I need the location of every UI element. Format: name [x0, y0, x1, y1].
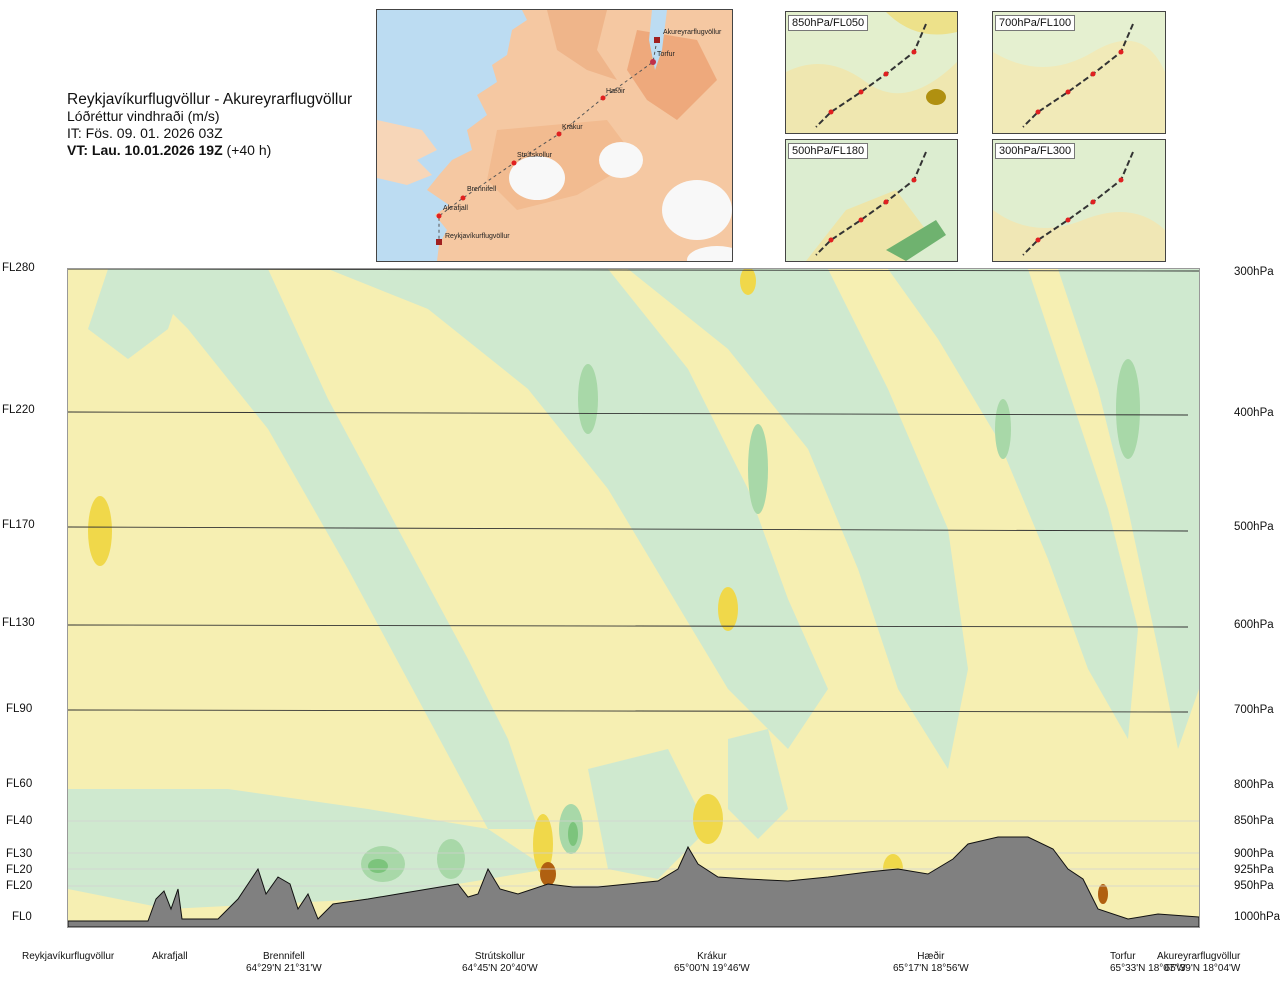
route-map[interactable]: Akureyrarflugvöllur Torfur Hæðir Krákur …: [376, 9, 733, 262]
p-label-400: 400hPa: [1234, 407, 1274, 419]
waypoint-haedir-name: Hæðir: [917, 951, 945, 962]
waypoint-reykjavik: Reykjavíkurflugvöllur: [22, 951, 114, 963]
fl-label-0: FL0: [12, 911, 32, 923]
fl-label-60: FL60: [6, 778, 33, 790]
fl-label-30: FL30: [6, 848, 33, 860]
route-markers: [436, 37, 660, 245]
valid-time: VT: Lau. 10.01.2026 19Z (+40 h): [67, 142, 352, 159]
p-label-800: 800hPa: [1234, 779, 1274, 791]
p-label-300: 300hPa: [1234, 266, 1274, 278]
map-label-akrafjall: Akrafjall: [443, 205, 468, 212]
mini-map-700-label: 700hPa/FL100: [995, 15, 1076, 31]
fl-label-20a: FL20: [6, 864, 33, 876]
map-label-strutskollur: Strútskollur: [517, 152, 553, 159]
issue-time: IT: Fös. 09. 01. 2026 03Z: [67, 125, 223, 141]
wind-barb-rows: [68, 269, 1199, 713]
strongest-updraft-regions: [368, 822, 578, 873]
fl-label-130: FL130: [2, 617, 35, 629]
waypoint-akrafjall-name: Akrafjall: [152, 951, 188, 962]
map-label-reykjavik: Reykjavíkurflugvöllur: [445, 233, 510, 240]
waypoint-strutskollur-name: Strútskollur: [474, 951, 525, 962]
strongest-downdraft-regions: [540, 862, 1108, 904]
valid-time-main: VT: Lau. 10.01.2026 19Z: [67, 142, 223, 158]
mini-map-850-label: 850hPa/FL050: [788, 15, 869, 31]
waypoint-akureyri-name: Akureyrarflugvöllur: [1157, 951, 1241, 962]
mini-map-500-label: 500hPa/FL180: [788, 143, 869, 159]
mini-map-300-drawing: [993, 140, 1165, 261]
mini-map-500-drawing: [786, 140, 957, 261]
mini-map-700[interactable]: 700hPa/FL100: [992, 11, 1166, 134]
valid-time-offset: (+40 h): [226, 142, 272, 158]
p-label-900: 900hPa: [1234, 848, 1274, 860]
route-title: Reykjavíkurflugvöllur - Akureyrarflugvöl…: [67, 91, 353, 108]
map-label-haedir: Hæðir: [606, 88, 626, 95]
waypoint-akureyri: Akureyrarflugvöllur 65°39'N 18°04'W: [1157, 951, 1240, 975]
mini-map-300[interactable]: 300hPa/FL300: [992, 139, 1166, 262]
p-label-500: 500hPa: [1234, 521, 1274, 533]
fl-label-90: FL90: [6, 703, 33, 715]
waypoint-brennifell-name: Brennifell: [263, 951, 305, 962]
mini-map-850-drawing: [786, 12, 957, 133]
map-label-brennifell: Brennifell: [467, 186, 497, 193]
map-label-akureyri: Akureyrarflugvöllur: [663, 29, 722, 36]
waypoint-torfur-name: Torfur: [1110, 951, 1136, 962]
waypoint-torfur: Torfur 65°33'N 18°07'W: [1110, 951, 1186, 975]
cross-section[interactable]: [67, 268, 1200, 928]
fl-label-280: FL280: [2, 262, 35, 274]
fl-label-170: FL170: [2, 519, 35, 531]
waypoint-akrafjall: Akrafjall: [152, 951, 188, 963]
waypoint-brennifell-coord: 64°29'N 21°31'W: [246, 963, 322, 974]
waypoint-strutskollur: Strútskollur 64°45'N 20°40'W: [462, 951, 538, 975]
p-label-925: 925hPa: [1234, 864, 1274, 876]
fl-label-20b: FL20: [6, 880, 33, 892]
chart-header: Reykjavíkurflugvöllur - Akureyrarflugvöl…: [67, 91, 352, 159]
waypoint-krakur-name: Krákur: [697, 951, 727, 962]
mini-map-700-drawing: [993, 12, 1165, 133]
p-label-950: 950hPa: [1234, 880, 1274, 892]
mini-map-850[interactable]: 850hPa/FL050: [785, 11, 958, 134]
mini-map-500[interactable]: 500hPa/FL180: [785, 139, 958, 262]
mini-map-300-label: 300hPa/FL300: [995, 143, 1076, 159]
waypoint-krakur: Krákur 65°00'N 19°46'W: [674, 951, 750, 975]
stronger-updraft-regions: [361, 359, 1140, 882]
p-label-1000: 1000hPa: [1234, 911, 1280, 923]
waypoint-haedir: Hæðir 65°17'N 18°56'W: [893, 951, 969, 975]
terrain-profile: [68, 836, 1199, 927]
fl-label-40: FL40: [6, 815, 33, 827]
waypoint-akureyri-coord: 65°39'N 18°04'W: [1164, 963, 1241, 974]
p-label-850: 850hPa: [1234, 815, 1274, 827]
waypoint-brennifell: Brennifell 64°29'N 21°31'W: [246, 951, 322, 975]
waypoint-krakur-coord: 65°00'N 19°46'W: [674, 963, 750, 974]
waypoint-strutskollur-coord: 64°45'N 20°40'W: [462, 963, 538, 974]
waypoint-reykjavik-name: Reykjavíkurflugvöllur: [22, 951, 115, 962]
updraft-regions: [68, 269, 1199, 909]
map-label-krakur: Krákur: [562, 124, 583, 131]
fl-label-220: FL220: [2, 404, 35, 416]
waypoint-torfur-coord: 65°33'N 18°07'W: [1110, 963, 1186, 974]
map-label-torfur: Torfur: [657, 51, 675, 58]
p-label-700: 700hPa: [1234, 704, 1274, 716]
strong-downdraft-regions: [88, 269, 903, 884]
p-label-600: 600hPa: [1234, 619, 1274, 631]
route-map-drawing: [377, 10, 732, 261]
parameter-label: Lóðréttur vindhraði (m/s): [67, 108, 220, 124]
cross-section-drawing: [68, 269, 1199, 927]
waypoint-haedir-coord: 65°17'N 18°56'W: [893, 963, 969, 974]
